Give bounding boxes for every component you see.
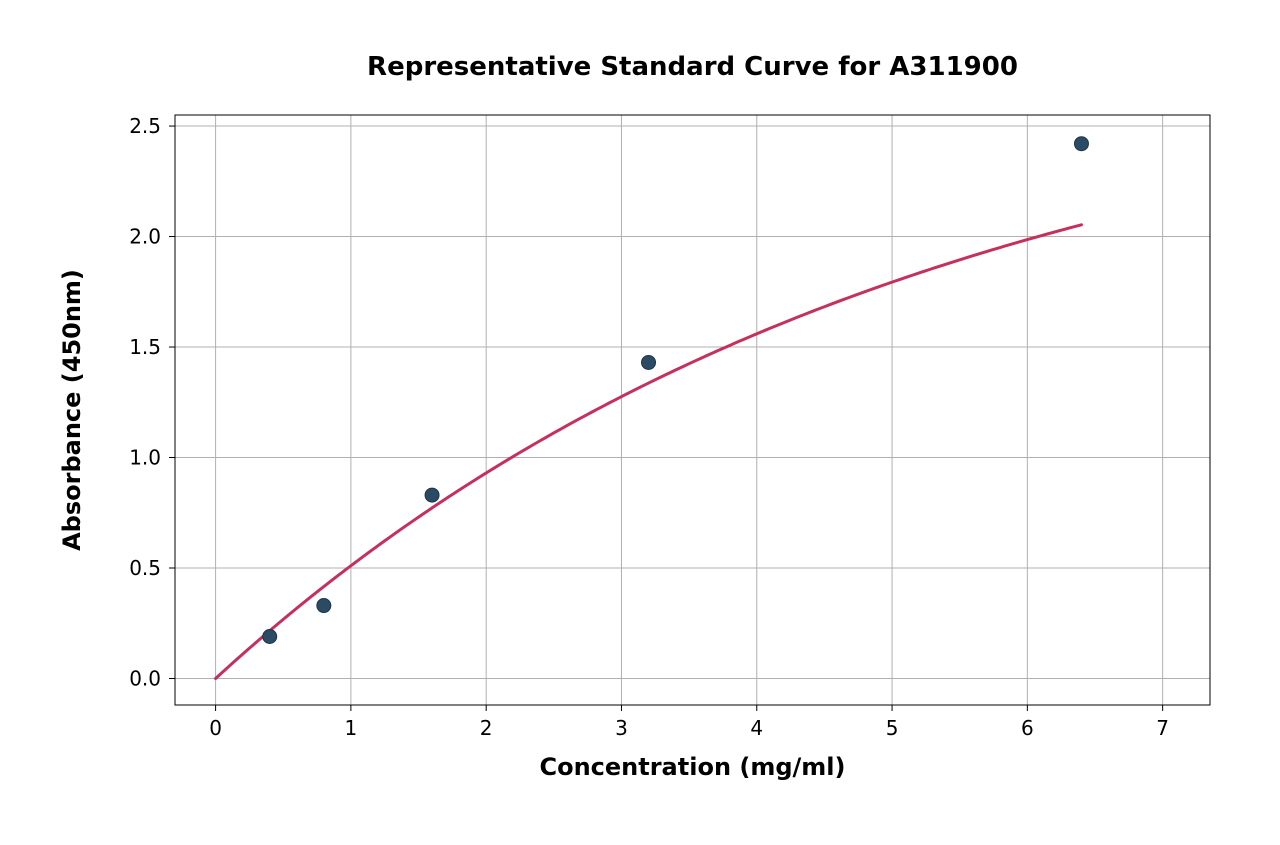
y-tick-label: 1.5 — [129, 335, 161, 359]
y-tick-label: 1.0 — [129, 446, 161, 470]
y-tick-label: 2.5 — [129, 114, 161, 138]
data-point — [1074, 137, 1088, 151]
x-tick-label: 2 — [480, 716, 493, 740]
y-axis-label: Absorbance (450nm) — [58, 269, 86, 551]
x-axis-label: Concentration (mg/ml) — [539, 753, 845, 781]
y-tick-label: 0.5 — [129, 556, 161, 580]
data-point — [263, 629, 277, 643]
x-tick-label: 0 — [209, 716, 222, 740]
data-point — [317, 599, 331, 613]
x-tick-label: 4 — [750, 716, 763, 740]
chart-root: 0 1 2 3 4 5 6 7 0.0 0.5 1.0 1.5 2.0 2.5 Concentration … — [0, 0, 1280, 845]
y-tick-label: 2.0 — [129, 225, 161, 249]
chart-title: Representative Standard Curve for A31190… — [367, 52, 1018, 82]
data-point — [642, 355, 656, 369]
x-tick-label: 7 — [1156, 716, 1169, 740]
standard-curve-chart: 0 1 2 3 4 5 6 7 0.0 0.5 1.0 1.5 2.0 2.5 Concentration … — [0, 0, 1280, 845]
x-tick-label: 6 — [1021, 716, 1034, 740]
x-tick-label: 1 — [345, 716, 358, 740]
data-point — [425, 488, 439, 502]
y-tick-label: 0.0 — [129, 666, 161, 690]
x-tick-label: 3 — [615, 716, 628, 740]
plot-area — [175, 115, 1210, 705]
x-tick-label: 5 — [886, 716, 899, 740]
